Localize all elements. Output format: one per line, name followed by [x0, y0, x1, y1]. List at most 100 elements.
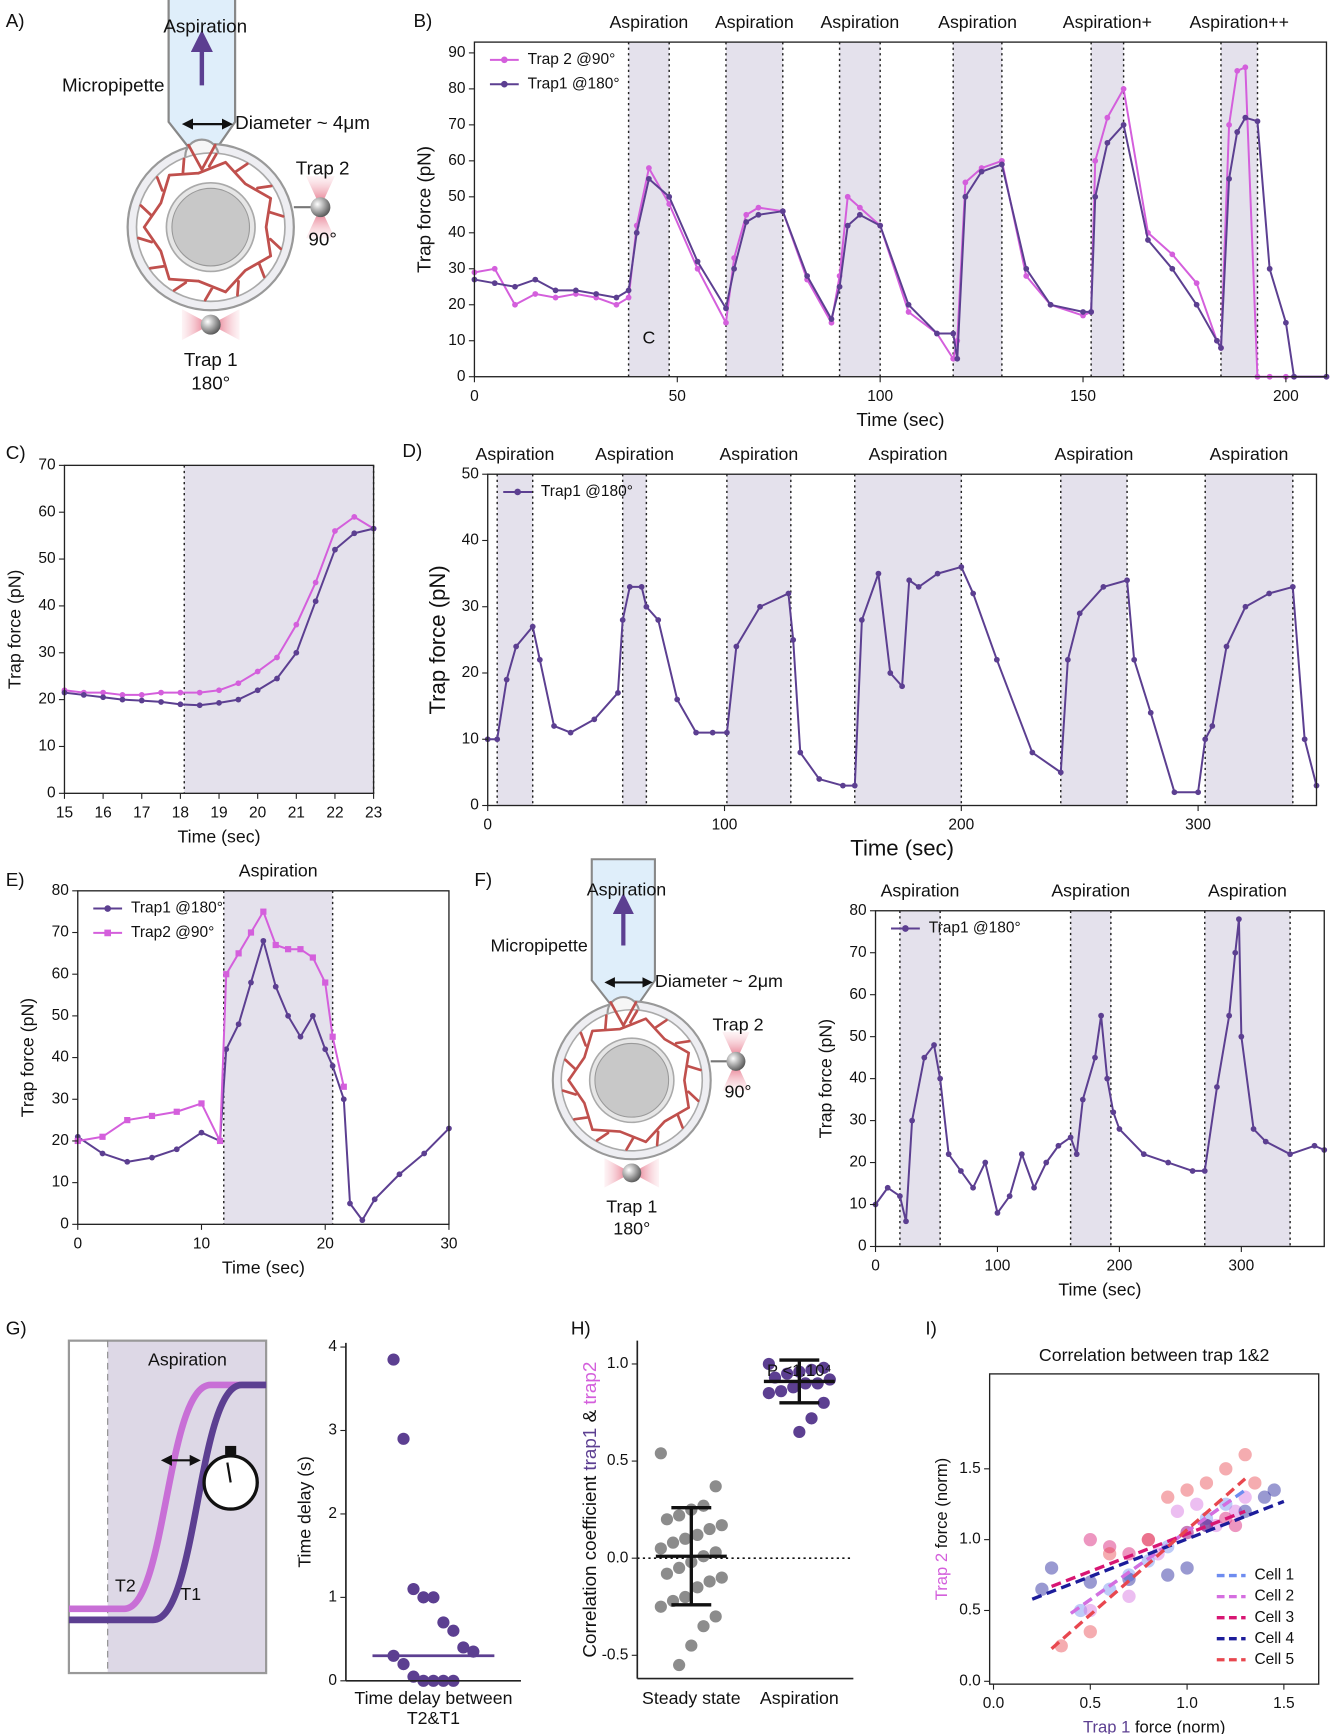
data-point: [491, 265, 498, 272]
aspiration-region: [1205, 474, 1293, 806]
x-tick-label: 0: [483, 817, 492, 834]
data-point: [407, 1582, 420, 1596]
x-tick-label: 0.5: [1080, 1695, 1102, 1712]
data-point: [1043, 1159, 1050, 1166]
y-tick-label: 10: [448, 332, 466, 349]
y-tick-label: 40: [38, 597, 56, 614]
data-point: [694, 265, 701, 272]
data-point: [899, 683, 905, 690]
data-point: [196, 702, 203, 709]
data-point: [1301, 736, 1308, 743]
data-point: [1311, 1142, 1318, 1149]
data-point: [655, 617, 662, 623]
data-point: [1193, 301, 1200, 308]
region-label: Aspiration: [239, 861, 318, 881]
legend-label: Cell 3: [1254, 1609, 1294, 1626]
schematic-t1: [68, 1381, 267, 1624]
x-tick-label: 200: [1273, 388, 1299, 405]
x-tick-label: 19: [210, 804, 227, 821]
data-point: [709, 729, 716, 736]
legend-label: Trap1 @180°: [528, 75, 620, 92]
data-point: [223, 1046, 230, 1053]
data-point: [743, 219, 750, 225]
data-point: [551, 723, 557, 729]
data-point: [1169, 251, 1176, 258]
data-point: [1122, 1568, 1136, 1582]
data-point: [322, 1046, 329, 1053]
y-tick-label: 40: [462, 532, 480, 549]
x-tick-label: 16: [94, 804, 111, 821]
y-tick-label: 0: [328, 1672, 337, 1689]
region-label: Aspiration: [1051, 881, 1130, 901]
region-label: Aspiration: [609, 12, 688, 32]
aspiration-region: [1091, 42, 1124, 377]
region-label: Aspiration++: [1189, 12, 1289, 32]
data-point: [457, 1641, 470, 1654]
data-point: [673, 1509, 686, 1522]
data-point: [1067, 1134, 1074, 1141]
data-point: [787, 1381, 800, 1394]
data-point: [877, 222, 884, 229]
data-point: [1131, 656, 1138, 663]
data-point: [945, 1151, 952, 1158]
data-point: [216, 687, 222, 694]
data-point: [1228, 1518, 1243, 1533]
data-point: [703, 1575, 716, 1588]
data-point: [1147, 709, 1154, 716]
y-tick-label: 70: [448, 116, 466, 133]
data-point: [666, 201, 673, 207]
data-point: [999, 161, 1005, 168]
data-point: [619, 617, 626, 623]
data-point: [138, 697, 145, 704]
data-point: [272, 983, 279, 990]
data-point: [254, 668, 261, 675]
data-point: [235, 1021, 242, 1028]
plot-frame: [988, 1373, 1320, 1685]
panel-letter: C): [6, 442, 26, 463]
data-point: [660, 1513, 674, 1526]
data-point: [235, 950, 242, 957]
data-point: [762, 1387, 775, 1400]
data-point: [1092, 193, 1099, 200]
y-tick-label: 30: [462, 598, 480, 615]
category-box: Aspiration: [760, 1690, 839, 1709]
x-tick-label: 200: [1106, 1258, 1132, 1275]
data-point: [260, 937, 267, 944]
legend-label: Trap 2 @90°: [528, 51, 616, 68]
data-point: [643, 603, 650, 610]
data-point: [100, 689, 106, 696]
data-point: [962, 179, 969, 186]
y-tick-label: 80: [849, 902, 867, 919]
y-tick-label: 50: [462, 465, 480, 482]
data-point: [828, 316, 835, 323]
data-point: [312, 579, 319, 586]
data-point: [532, 291, 539, 297]
y-tick-label: 0: [470, 797, 479, 814]
data-point: [994, 1210, 1001, 1216]
y-tick-label: 0: [60, 1215, 69, 1232]
y-tick-label: 1.5: [959, 1460, 981, 1477]
data-point: [1092, 1054, 1098, 1061]
data-point: [805, 1363, 818, 1376]
y-axis-label: Trap force (pN): [18, 998, 38, 1117]
data-point: [512, 301, 518, 308]
data-point: [1242, 64, 1249, 71]
data-point: [1234, 129, 1241, 135]
data-point: [1100, 583, 1107, 590]
trap2-bead: [726, 1051, 746, 1071]
panel-letter: I): [925, 1318, 937, 1339]
data-point: [124, 1158, 131, 1165]
data-point: [567, 729, 574, 736]
legend-label: Cell 1: [1254, 1567, 1294, 1584]
data-point: [235, 680, 242, 687]
panel-letter: F): [474, 869, 492, 890]
x-tick-label: 300: [1185, 817, 1211, 834]
y-tick-label: 70: [52, 924, 70, 941]
data-point: [80, 692, 87, 698]
data-point: [397, 1432, 410, 1445]
data-point: [173, 1108, 180, 1115]
aspiration-region: [1070, 910, 1111, 1247]
y-tick-label: 4: [328, 1338, 337, 1355]
data-point: [593, 291, 600, 297]
ylabel-parts: Correlation coefficient trap1 & trap2: [579, 1362, 600, 1658]
